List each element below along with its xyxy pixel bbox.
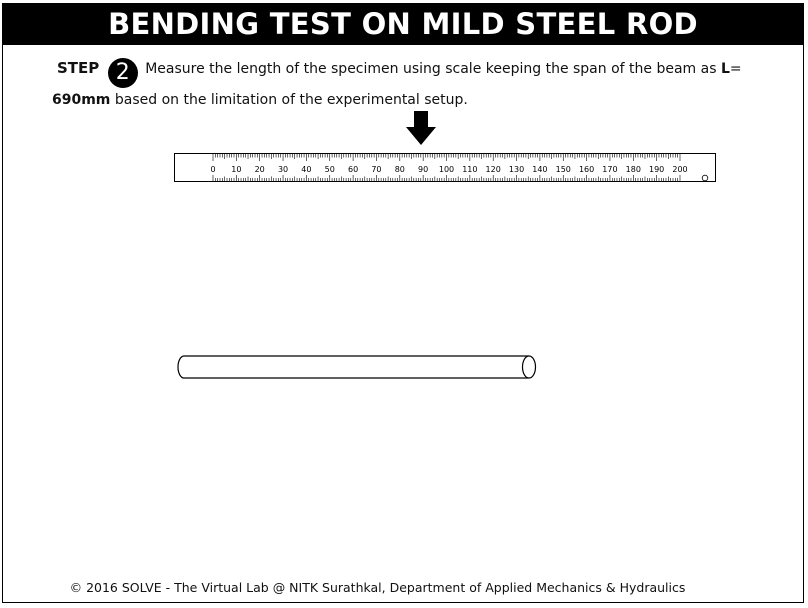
scale-tick-label: 200 — [672, 165, 687, 174]
scale-tick-label: 0 — [210, 165, 215, 174]
down-arrow-icon — [406, 111, 436, 145]
scale-tick-label: 190 — [649, 165, 664, 174]
scale-tick-label: 160 — [579, 165, 594, 174]
scale-ticks-bottom — [212, 175, 681, 181]
scale-tick-label: 20 — [255, 165, 265, 174]
steel-rod-specimen[interactable] — [176, 353, 540, 381]
length-equals: = — [729, 61, 742, 77]
scale-tick-label: 10 — [231, 165, 241, 174]
scale-tick-label: 60 — [348, 165, 358, 174]
scale-tick-label: 70 — [371, 165, 381, 174]
scale-tick-label: 80 — [395, 165, 405, 174]
app-frame: BENDING TEST ON MILD STEEL ROD — [2, 3, 804, 603]
scale-tick-label: 40 — [301, 165, 311, 174]
step-label: STEP — [57, 59, 100, 77]
scale-ticks-top — [212, 154, 681, 161]
length-symbol: L — [720, 61, 730, 77]
scale-hole — [701, 174, 709, 182]
step-instructions: STEP 2 Measure the length of the specime… — [52, 56, 752, 112]
scale-tick-label: 100 — [439, 165, 454, 174]
scale-tick-label: 90 — [418, 165, 428, 174]
scale-tick-label: 30 — [278, 165, 288, 174]
length-value: 690mm — [52, 92, 111, 108]
scale-tick-label: 110 — [462, 165, 477, 174]
step-text-before: Measure the length of the specimen using… — [145, 61, 721, 77]
scale-tick-label: 120 — [486, 165, 501, 174]
measuring-scale[interactable]: 0 10 20 30 40 50 60 70 80 90 100 110 120 130 140 150 160… — [174, 153, 716, 182]
scale-tick-label: 170 — [602, 165, 617, 174]
scale-tick-label: 150 — [556, 165, 571, 174]
scale-tick-label: 180 — [626, 165, 641, 174]
scale-tick-label: 140 — [532, 165, 547, 174]
step-number-badge: 2 — [107, 58, 138, 88]
scale-tick-label: 50 — [325, 165, 335, 174]
page-title: BENDING TEST ON MILD STEEL ROD — [3, 4, 803, 45]
footer-copyright: © 2016 SOLVE - The Virtual Lab @ NITK Su… — [69, 580, 686, 595]
step-text-after: based on the limitation of the experimen… — [110, 92, 468, 108]
scale-tick-label: 130 — [509, 165, 524, 174]
scale-tick-labels: 0 10 20 30 40 50 60 70 80 90 100 110 120 130 140 150 160… — [210, 165, 687, 174]
